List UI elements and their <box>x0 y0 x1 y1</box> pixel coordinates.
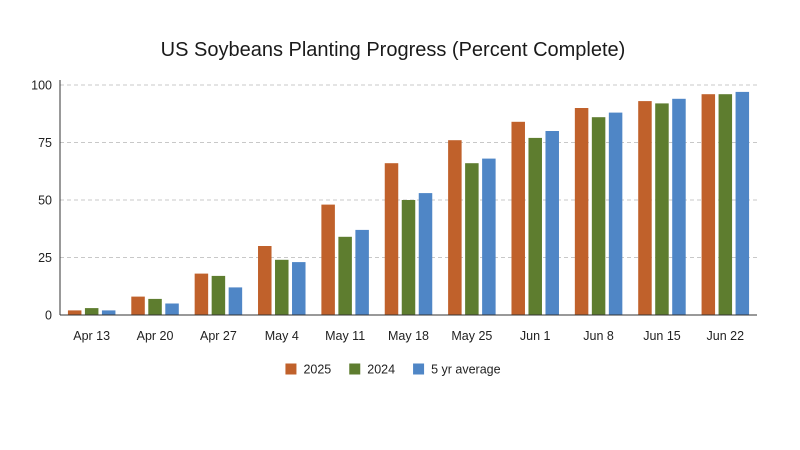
bar-5-yr-average <box>482 158 496 315</box>
x-tick-label: Apr 27 <box>200 329 237 343</box>
bar-5-yr-average <box>292 262 306 315</box>
bar-5-yr-average <box>228 287 243 315</box>
bar-5-yr-average <box>545 131 559 315</box>
bar-5-yr-average <box>418 193 433 315</box>
bar-2024 <box>84 308 99 315</box>
bar-2024 <box>401 200 416 315</box>
bar-2025 <box>67 310 82 315</box>
bar-2024 <box>655 103 669 316</box>
bar-2025 <box>194 273 209 315</box>
x-tick-label: May 18 <box>388 329 429 343</box>
bar-2025 <box>511 121 525 315</box>
bar-2025 <box>131 296 145 315</box>
legend: 2025 2024 5 yr average <box>285 363 501 377</box>
bar-5-yr-average <box>735 91 750 316</box>
bar-2025 <box>701 94 716 315</box>
legend-swatch-2024 <box>349 363 361 375</box>
bar-2024 <box>148 298 162 315</box>
y-tick-label: 50 <box>38 194 52 208</box>
x-tick-label: Jun 15 <box>643 329 681 343</box>
bar-2024 <box>591 117 606 315</box>
bar-2025 <box>321 204 335 315</box>
x-tick-label: May 4 <box>265 329 299 343</box>
x-tick-label: May 11 <box>325 329 365 343</box>
y-axis-ticks: 0 25 50 75 100 <box>31 79 52 323</box>
y-tick-label: 0 <box>45 309 52 323</box>
axes <box>59 80 757 316</box>
legend-swatch-2025 <box>285 363 297 375</box>
bar-5-yr-average <box>608 112 623 315</box>
legend-label-5-yr-average: 5 yr average <box>431 363 501 377</box>
bar-2025 <box>384 163 399 315</box>
bar-5-yr-average <box>101 310 116 315</box>
y-tick-label: 25 <box>38 251 52 265</box>
legend-swatch-5-yr-average <box>413 363 425 375</box>
bar-5-yr-average <box>672 98 686 315</box>
x-tick-label: Jun 1 <box>520 329 551 343</box>
x-tick-label: May 25 <box>451 329 492 343</box>
x-axis-ticks: Apr 13 Apr 20 Apr 27 May 4 May 11 May 18 May 2… <box>73 329 744 343</box>
y-tick-label: 100 <box>31 79 52 93</box>
bar-2025 <box>448 140 462 315</box>
bar-2024 <box>528 137 542 315</box>
x-tick-label: Jun 8 <box>583 329 614 343</box>
bar-2024 <box>465 163 479 315</box>
bar-5-yr-average <box>355 229 369 315</box>
x-tick-label: Apr 13 <box>73 329 110 343</box>
y-tick-label: 75 <box>38 136 52 150</box>
legend-label-2025: 2025 <box>303 363 331 377</box>
legend-label-2024: 2024 <box>367 363 395 377</box>
bar-5-yr-average <box>165 303 179 315</box>
bar-2025 <box>574 108 589 315</box>
chart-title: US Soybeans Planting Progress (Percent C… <box>161 39 626 61</box>
bar-2024 <box>275 259 289 315</box>
bars <box>67 91 750 316</box>
bar-2024 <box>338 236 352 315</box>
bar-2024 <box>718 94 733 315</box>
x-tick-label: Jun 22 <box>707 329 745 343</box>
bar-2025 <box>638 101 652 315</box>
bar-2025 <box>258 246 272 315</box>
bar-2024 <box>211 275 226 315</box>
x-tick-label: Apr 20 <box>137 329 174 343</box>
